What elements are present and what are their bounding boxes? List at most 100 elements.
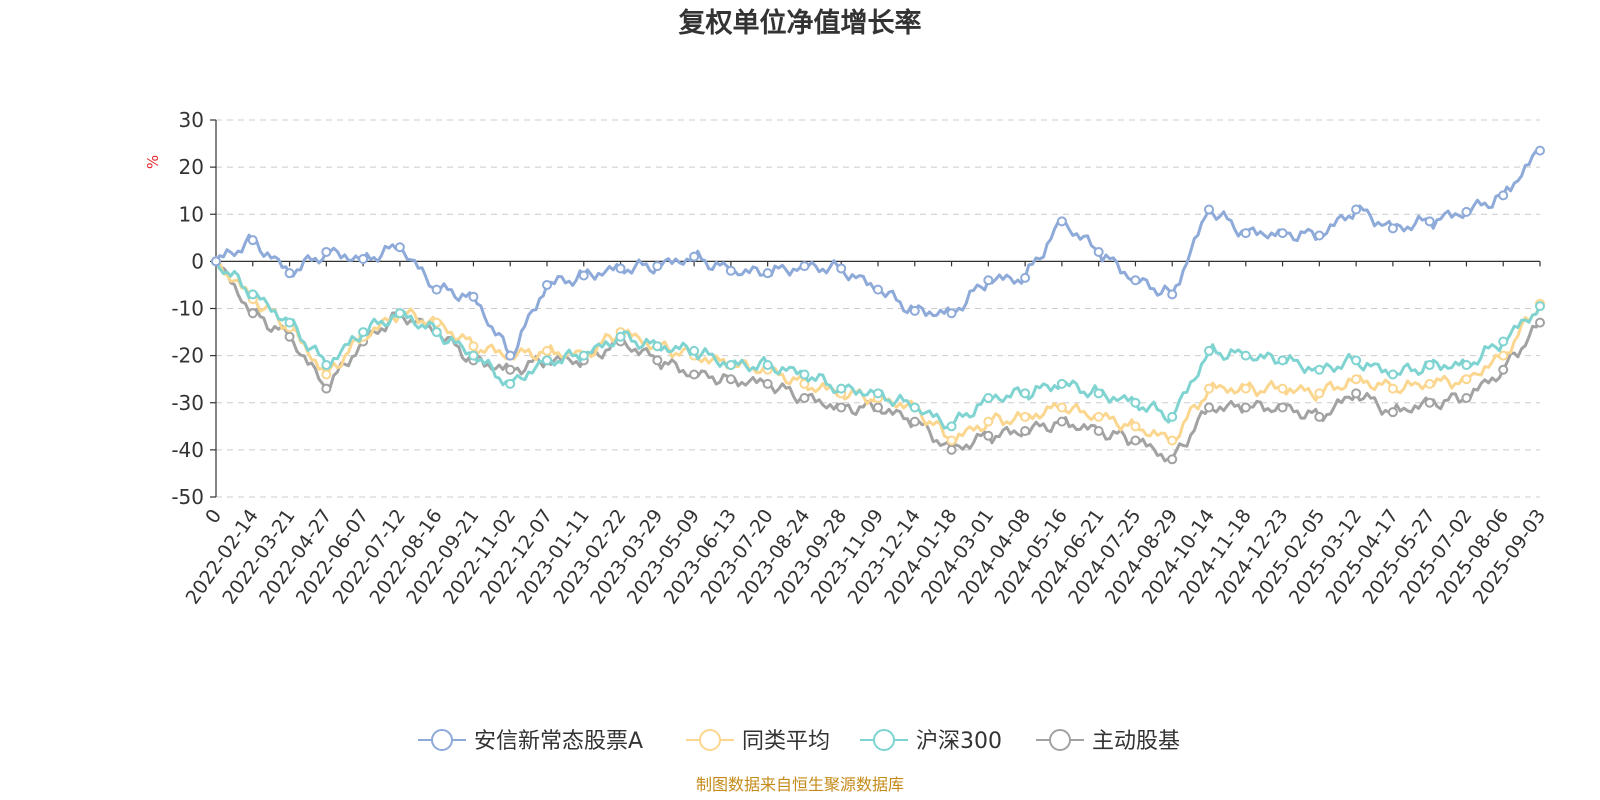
data-point[interactable] (1240, 383, 1251, 394)
data-point[interactable] (762, 378, 773, 389)
data-point[interactable] (1130, 435, 1141, 446)
data-point[interactable] (762, 360, 773, 371)
data-point[interactable] (909, 416, 920, 427)
data-point[interactable] (873, 284, 883, 295)
data-point[interactable] (578, 270, 589, 281)
data-point[interactable] (1167, 435, 1178, 446)
data-point[interactable] (1130, 397, 1141, 408)
data-point[interactable] (358, 254, 369, 265)
data-point[interactable] (321, 246, 332, 257)
data-point[interactable] (799, 369, 810, 380)
data-point[interactable] (1387, 223, 1398, 234)
data-point[interactable] (1498, 350, 1509, 361)
data-point[interactable] (652, 355, 663, 366)
data-point[interactable] (1240, 350, 1251, 361)
data-point[interactable] (1461, 374, 1472, 385)
data-point[interactable] (1056, 402, 1067, 413)
data-point[interactable] (1314, 230, 1325, 241)
data-point[interactable] (505, 364, 516, 375)
data-point[interactable] (652, 341, 663, 352)
data-point[interactable] (873, 388, 883, 399)
data-point[interactable] (983, 416, 994, 427)
data-point[interactable] (1204, 345, 1214, 356)
data-point[interactable] (1535, 145, 1545, 156)
data-point[interactable] (1020, 272, 1031, 283)
data-point[interactable] (394, 308, 405, 319)
data-point[interactable] (1424, 378, 1435, 389)
data-point[interactable] (468, 291, 479, 302)
data-point[interactable] (1020, 426, 1031, 437)
data-point[interactable] (1387, 369, 1398, 380)
data-point[interactable] (505, 378, 516, 389)
data-point[interactable] (1277, 402, 1288, 413)
data-point[interactable] (946, 444, 957, 455)
data-point[interactable] (689, 345, 700, 356)
data-point[interactable] (1130, 275, 1141, 286)
data-point[interactable] (1351, 388, 1362, 399)
data-point[interactable] (799, 261, 810, 272)
data-point[interactable] (1535, 317, 1545, 328)
data-point[interactable] (1020, 411, 1031, 422)
data-point[interactable] (725, 374, 736, 385)
data-point[interactable] (1424, 216, 1435, 227)
data-point[interactable] (1167, 411, 1178, 422)
data-point[interactable] (1277, 383, 1288, 394)
data-point[interactable] (1167, 289, 1178, 300)
data-point[interactable] (578, 350, 589, 361)
data-point[interactable] (284, 331, 295, 342)
data-point[interactable] (1204, 204, 1214, 215)
data-point[interactable] (321, 369, 332, 380)
data-point[interactable] (542, 279, 552, 290)
data-point[interactable] (1314, 364, 1325, 375)
data-point[interactable] (909, 305, 920, 316)
data-point[interactable] (284, 268, 295, 279)
data-point[interactable] (468, 350, 479, 361)
data-point[interactable] (799, 393, 810, 404)
legend-item[interactable]: 安信新常态股票A (418, 729, 643, 754)
legend[interactable]: 安信新常态股票A 同类平均 沪深300 主动股基 (418, 729, 1180, 754)
data-point[interactable] (468, 341, 479, 352)
data-point[interactable] (1277, 355, 1288, 366)
data-point[interactable] (836, 402, 847, 413)
data-point[interactable] (247, 308, 258, 319)
data-point[interactable] (1461, 206, 1472, 217)
legend-item[interactable]: 同类平均 (686, 729, 830, 754)
data-point[interactable] (1167, 454, 1178, 465)
data-point[interactable] (1351, 355, 1362, 366)
data-point[interactable] (1093, 426, 1104, 437)
data-point[interactable] (321, 360, 332, 371)
data-point[interactable] (1387, 407, 1398, 418)
data-point[interactable] (247, 235, 258, 246)
data-point[interactable] (1351, 374, 1362, 385)
data-point[interactable] (1093, 388, 1104, 399)
data-point[interactable] (1130, 421, 1141, 432)
legend-item[interactable]: 主动股基 (1036, 729, 1180, 754)
data-point[interactable] (542, 345, 552, 356)
data-point[interactable] (1424, 360, 1435, 371)
data-point[interactable] (1498, 190, 1509, 201)
data-point[interactable] (1461, 360, 1472, 371)
data-point[interactable] (431, 284, 442, 295)
data-point[interactable] (431, 327, 442, 338)
legend-item[interactable]: 沪深300 (860, 729, 1002, 754)
data-point[interactable] (836, 263, 847, 274)
data-point[interactable] (1498, 336, 1509, 347)
data-point[interactable] (836, 383, 847, 394)
data-point[interactable] (946, 421, 957, 432)
data-point[interactable] (1240, 228, 1251, 239)
data-point[interactable] (725, 265, 736, 276)
data-point[interactable] (946, 435, 957, 446)
data-point[interactable] (873, 402, 883, 413)
data-point[interactable] (615, 263, 626, 274)
data-point[interactable] (1204, 402, 1214, 413)
data-point[interactable] (358, 327, 369, 338)
data-point[interactable] (211, 256, 221, 267)
data-point[interactable] (542, 355, 552, 366)
data-point[interactable] (321, 383, 332, 394)
data-point[interactable] (1387, 383, 1398, 394)
data-point[interactable] (247, 289, 258, 300)
data-point[interactable] (1056, 416, 1067, 427)
data-point[interactable] (1240, 402, 1251, 413)
data-point[interactable] (946, 308, 957, 319)
data-point[interactable] (983, 393, 994, 404)
